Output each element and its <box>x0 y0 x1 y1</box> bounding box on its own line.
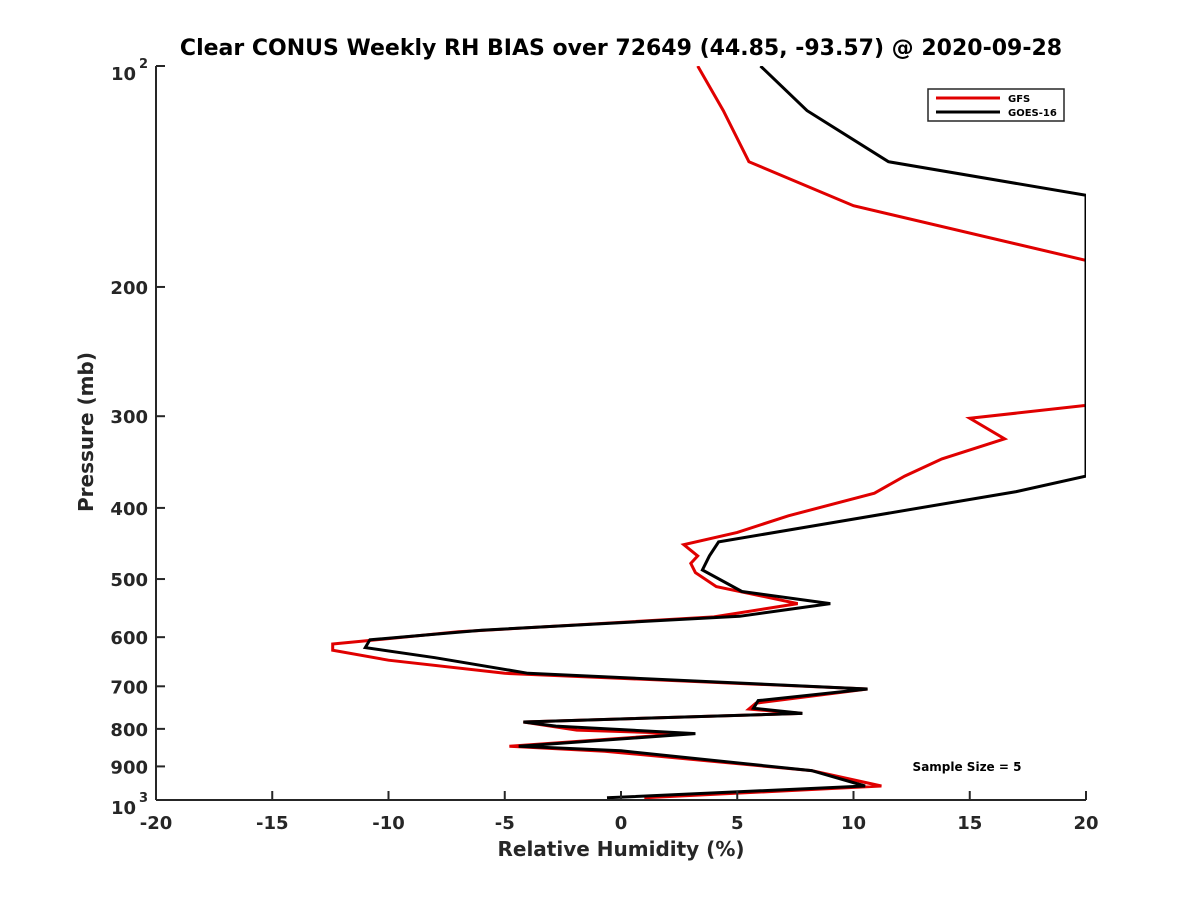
plot-lines <box>331 66 1086 800</box>
y-tick-label: 800 <box>110 720 148 741</box>
y-tick-label: 700 <box>110 677 148 698</box>
y-tick-label: 400 <box>110 499 148 520</box>
x-tick-label: 0 <box>615 813 628 834</box>
y-axis-label: Pressure (mb) <box>74 352 98 512</box>
x-tick-label: 5 <box>731 813 744 834</box>
chart-title: Clear CONUS Weekly RH BIAS over 72649 (4… <box>180 36 1062 61</box>
legend: GFS GOES-16 <box>927 88 1065 122</box>
legend-label: GOES-16 <box>1008 108 1057 119</box>
x-tick-label: -20 <box>140 813 173 834</box>
y-tick-label: 300 <box>110 407 148 428</box>
x-tick-label: 10 <box>841 813 866 834</box>
x-axis-label: Relative Humidity (%) <box>497 837 744 861</box>
x-tick-label: -10 <box>372 813 405 834</box>
legend-label: GFS <box>1008 94 1030 105</box>
y-tick-label: 10 <box>111 798 136 819</box>
x-tick-label: -5 <box>495 813 515 834</box>
series-line-gfs <box>331 66 1086 800</box>
y-tick-label-exponent: 2 <box>139 57 148 72</box>
x-tick-label: -15 <box>256 813 289 834</box>
axes <box>155 66 1086 801</box>
y-tick-label: 10 <box>111 64 136 85</box>
y-tick-label-exponent: 3 <box>139 791 148 806</box>
y-tick-label: 600 <box>110 628 148 649</box>
x-tick-label: 15 <box>957 813 982 834</box>
sample-size-annotation: Sample Size = 5 <box>913 760 1022 774</box>
legend-box <box>927 88 1065 122</box>
x-tick-label: 20 <box>1073 813 1098 834</box>
y-tick-label: 500 <box>110 570 148 591</box>
y-tick-label: 900 <box>110 757 148 778</box>
series-line-goes-16 <box>362 66 1086 800</box>
y-tick-label: 200 <box>110 278 148 299</box>
